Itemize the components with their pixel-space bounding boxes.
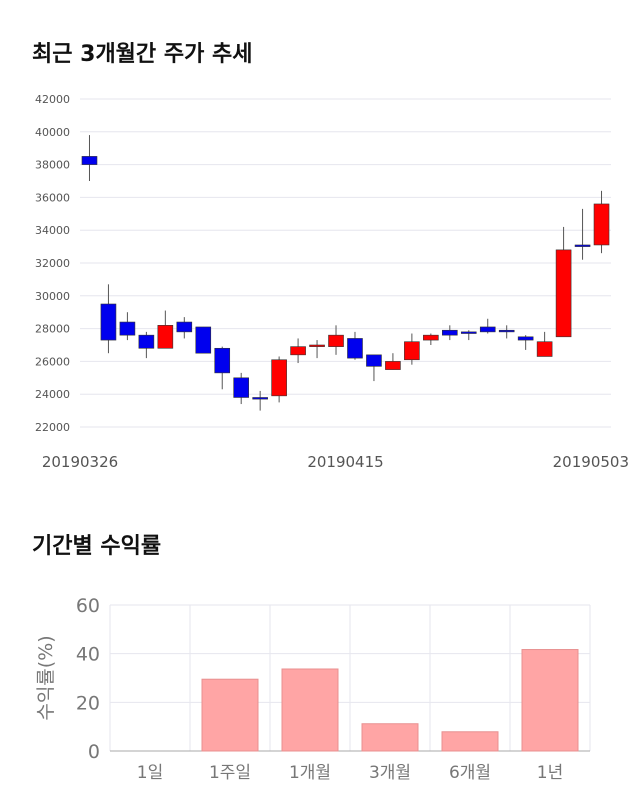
candle-body — [498, 329, 515, 333]
y-tick-label: 42000 — [35, 93, 70, 106]
x-tick-label: 1일 — [137, 763, 163, 783]
x-tick-label: 1주일 — [209, 763, 251, 783]
return-bar — [521, 649, 579, 752]
y-tick-label: 26000 — [35, 355, 70, 368]
candle-body — [460, 331, 477, 334]
candle-body — [423, 334, 439, 341]
x-tick-label: 3개월 — [369, 763, 411, 783]
x-tick-label: 1개월 — [289, 763, 331, 783]
candle-body — [328, 334, 344, 347]
y-tick-label: 20 — [76, 692, 100, 714]
y-tick-label: 40000 — [35, 126, 70, 139]
candle-body — [555, 249, 572, 338]
period-return-bar-chart: 0 20 40 60 1일 1주일 1개월 3개월 6개월 1년 수익률(%) — [35, 595, 591, 783]
y-axis-label: 수익률(%) — [35, 635, 57, 720]
y-tick-label: 32000 — [35, 257, 70, 270]
candle-body — [366, 354, 382, 367]
candle-body — [195, 326, 212, 354]
candle-body — [517, 336, 534, 341]
x-tick-label: 20190503 — [553, 453, 629, 471]
candle-body — [404, 341, 420, 361]
y-tick-label: 0 — [88, 741, 100, 763]
candle-body — [271, 359, 287, 397]
y-tick-label: 60 — [76, 595, 100, 617]
candle-body — [157, 325, 174, 349]
y-tick-label: 22000 — [35, 421, 70, 434]
candle-body — [176, 321, 193, 333]
y-tick-label: 24000 — [35, 388, 70, 401]
return-bar — [201, 678, 259, 752]
x-tick-label: 20190326 — [42, 453, 118, 471]
candle-body — [479, 326, 496, 333]
candle-body — [233, 377, 249, 398]
candle-body — [593, 203, 610, 246]
price-trend-title: 최근 3개월간 주가 추세 — [32, 42, 253, 67]
candle-body — [309, 344, 325, 347]
x-tick-label: 6개월 — [449, 763, 491, 783]
x-tick-label: 1년 — [537, 763, 563, 783]
candle-body — [385, 361, 401, 370]
y-tick-label: 36000 — [35, 191, 70, 204]
price-candlestick-chart: 22000 24000 26000 28000 30000 32000 34000 36000… — [35, 93, 629, 471]
candle-body — [574, 244, 591, 247]
candle-body — [290, 346, 306, 356]
candle-body — [100, 303, 117, 341]
y-tick-label: 34000 — [35, 224, 70, 237]
candle-body — [442, 329, 458, 336]
candle-body — [138, 334, 155, 349]
return-bar — [441, 731, 499, 752]
y-tick-label: 40 — [76, 644, 100, 666]
x-tick-label: 20190415 — [307, 453, 383, 471]
candle-body — [81, 156, 98, 165]
y-tick-label: 28000 — [35, 323, 70, 336]
candle-body — [214, 347, 231, 374]
return-bar — [281, 668, 339, 752]
candle-body — [347, 338, 363, 359]
y-tick-label: 38000 — [35, 159, 70, 172]
period-return-title: 기간별 수익률 — [32, 534, 162, 559]
return-bar — [361, 723, 419, 752]
candle-body — [252, 397, 268, 400]
candle-body — [119, 321, 136, 336]
candle-body — [536, 341, 553, 357]
y-tick-label: 30000 — [35, 290, 70, 303]
